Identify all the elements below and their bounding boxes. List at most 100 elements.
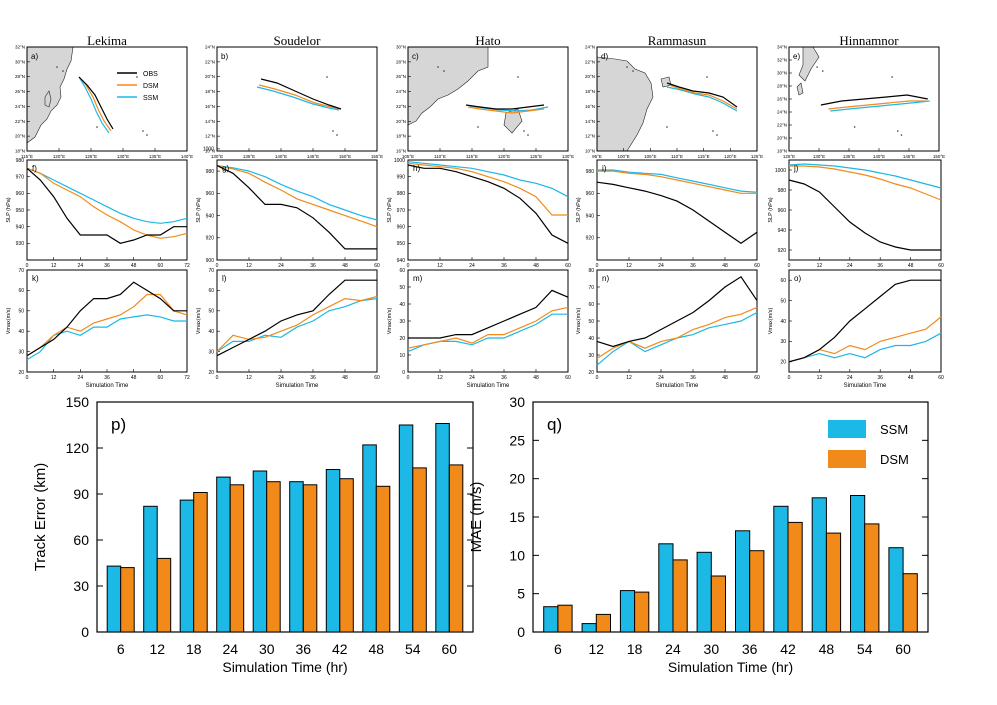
line-chart-panel: 0 12 24 36 48 60 20 30 40 50 60 70 l) Vmax(m/s) Simula…: [196, 268, 380, 389]
x-tick-label: 12: [817, 263, 823, 269]
bar-ssm: [106, 565, 122, 633]
y-tick-label: 26°N: [396, 74, 406, 79]
y-tick-label: 18°N: [585, 89, 595, 94]
x-axis-label: Simulation Time: [467, 383, 510, 389]
x-tick-label: 115°E: [21, 154, 33, 159]
x-tick-label: 120°E: [498, 154, 510, 159]
y-tick-label: 0: [517, 624, 525, 640]
land-mass: [407, 46, 489, 126]
y-tick-label: 30: [399, 319, 405, 325]
bar-dsm: [634, 591, 650, 633]
y-tick-label: 60: [399, 268, 405, 274]
track-line-obs: [820, 94, 928, 106]
x-tick-label: 0: [26, 375, 29, 381]
bar-dsm: [710, 575, 727, 633]
x-tick-label: 0: [216, 263, 219, 269]
x-tick-label: 30: [259, 641, 275, 657]
bar-dsm: [156, 557, 172, 633]
y-tick-label: 20: [399, 336, 405, 342]
y-tick-label: 60: [18, 288, 24, 294]
track-line-dsm: [828, 100, 926, 110]
y-axis-label: Vmax(m/s): [196, 308, 202, 335]
x-tick-label: 36: [690, 375, 696, 381]
x-tick-label: 18: [627, 641, 643, 657]
y-tick-label: 50: [399, 285, 405, 291]
y-tick-label: 960: [778, 208, 787, 214]
y-tick-label: 120: [66, 440, 90, 456]
x-axis-label: Simulation Time: [86, 383, 129, 389]
legend-swatch: [828, 420, 866, 438]
bar-dsm: [448, 464, 464, 633]
x-tick-label: 60: [158, 375, 164, 381]
series-line-ssm: [26, 167, 188, 224]
x-tick-label: 42: [332, 641, 348, 657]
x-tick-label: 6: [554, 641, 562, 657]
bar-dsm: [120, 567, 135, 633]
map-frame: [26, 46, 188, 152]
y-tick-label: 60: [73, 532, 89, 548]
series-line-obs: [216, 165, 377, 250]
x-tick-label: 125°E: [530, 154, 542, 159]
x-axis-label: Simulation Time (hr): [668, 659, 793, 675]
y-tick-label: 50: [208, 309, 214, 315]
bar-ssm: [850, 495, 866, 633]
y-tick-label: 10: [399, 353, 405, 359]
plot-frame: [216, 159, 378, 261]
y-axis-label: MAE (m/s): [468, 482, 485, 553]
island: [796, 82, 804, 96]
bar-ssm: [735, 530, 751, 633]
x-tick-label: 24: [469, 263, 475, 269]
x-tick-label: 140°E: [275, 154, 287, 159]
x-tick-label: 24: [658, 263, 664, 269]
x-tick-label: 48: [342, 375, 348, 381]
x-tick-label: 24: [78, 263, 84, 269]
x-tick-label: 140°E: [873, 154, 885, 159]
bar-ssm: [543, 606, 559, 633]
island-dot: [517, 76, 519, 78]
x-tick-label: 105°E: [644, 154, 656, 159]
bar-dsm: [339, 478, 354, 633]
y-tick-label: 22°N: [205, 59, 215, 64]
x-tick-label: 24: [278, 263, 284, 269]
y-tick-label: 10°N: [205, 149, 215, 154]
x-tick-label: 135°E: [243, 154, 255, 159]
x-tick-label: 12: [626, 375, 632, 381]
y-tick-label: 920: [586, 236, 595, 242]
y-tick-label: 900: [206, 258, 215, 264]
series-line-obs: [216, 279, 377, 357]
track-line-dsm: [668, 84, 738, 110]
legend-label: SSM: [880, 422, 908, 437]
x-tick-label: 12: [51, 375, 57, 381]
line-chart-panel: 0 12 24 36 48 60 20 30 40 50 60 o) Vmax(m/s) Simulati…: [768, 269, 944, 389]
x-tick-label: 115°E: [466, 154, 478, 159]
x-tick-label: 36: [742, 641, 758, 657]
x-tick-label: 54: [405, 641, 421, 657]
island-dot: [56, 66, 58, 68]
x-tick-label: 0: [596, 375, 599, 381]
island-dot: [853, 126, 856, 128]
x-tick-label: 48: [368, 641, 384, 657]
series-line-obs: [596, 181, 758, 245]
y-axis-label: SLP (hPa): [387, 197, 393, 222]
y-tick-label: 18°N: [396, 134, 406, 139]
bar-ssm: [658, 543, 674, 633]
bar-dsm: [557, 604, 573, 633]
y-tick-label: 940: [397, 258, 406, 264]
bar-dsm: [749, 550, 765, 633]
panel-label: c): [412, 52, 419, 61]
x-tick-label: 24: [222, 641, 238, 657]
track-line-obs: [465, 104, 545, 110]
x-axis-label: Simulation Time: [656, 383, 699, 389]
panel-label: j): [793, 164, 799, 173]
y-tick-label: 50: [18, 309, 24, 315]
x-tick-label: 60: [895, 641, 911, 657]
plot-frame: [407, 159, 569, 261]
y-tick-label: 0: [402, 370, 405, 376]
x-tick-label: 24: [665, 641, 681, 657]
island-dot: [626, 66, 628, 68]
y-axis-label: SLP (hPa): [576, 197, 582, 222]
y-tick-label: 20: [780, 360, 786, 366]
x-tick-label: 95°E: [592, 154, 602, 159]
y-axis-label: Vmax(m/s): [6, 308, 12, 335]
bar-dsm: [595, 613, 611, 633]
